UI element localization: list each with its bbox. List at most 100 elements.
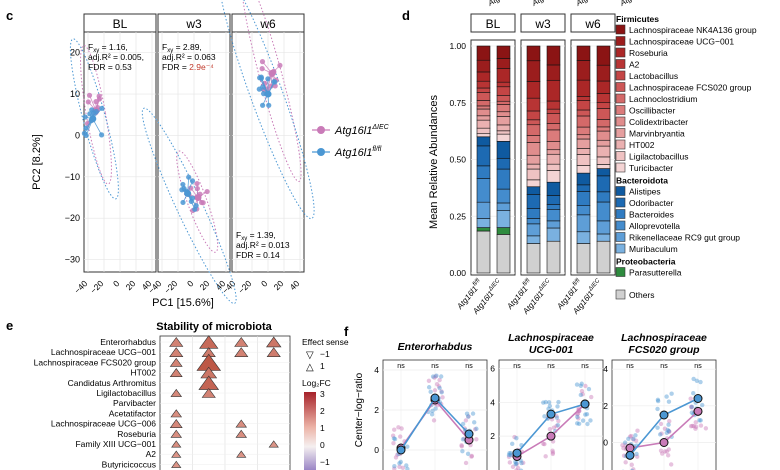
sample-point [688, 396, 693, 401]
stacked-bar-segment [546, 163, 561, 171]
sample-point [271, 79, 277, 85]
sample-point [463, 460, 469, 466]
stacked-bar-segment [476, 201, 491, 219]
significance-label: ns [547, 363, 555, 370]
stat-f-text: Fxy = 2.89, [162, 42, 202, 54]
stacked-bar-segment [526, 168, 541, 181]
stacked-bar-segment [576, 148, 591, 155]
mean-point [693, 406, 703, 416]
significance-label: ns [513, 363, 521, 370]
panel-c-ylabel: PC2 [8.2%] [31, 134, 43, 190]
sample-point [627, 434, 633, 439]
sample-point [631, 437, 636, 442]
row-label: Lachnospiraceae FCS020 group [34, 357, 157, 367]
legend-swatch [615, 220, 626, 231]
sample-point [584, 412, 590, 417]
sample-point [99, 105, 105, 111]
effect-legend-value: −1 [320, 349, 330, 359]
sample-point [519, 460, 524, 466]
stat-r2-text: adj.R² = 0.013 [236, 240, 290, 250]
sample-point [693, 424, 699, 429]
legend-group-title: Bacteroidota [616, 176, 668, 186]
stacked-bar-segment [526, 81, 541, 99]
sample-point [392, 436, 398, 442]
x-tick-label: −20 [88, 278, 105, 295]
legend-item-label: A2 [629, 60, 640, 70]
x-tick-label: 0 [259, 278, 270, 289]
stacked-bar-segment [546, 153, 561, 165]
sample-point [397, 464, 402, 469]
stacked-bar-segment [496, 130, 511, 135]
mean-point [625, 450, 635, 460]
sample-point [665, 453, 671, 458]
sample-point [85, 99, 91, 105]
stacked-bar-segment [596, 233, 611, 242]
stacked-bar-segment [476, 92, 491, 101]
sample-point [430, 408, 435, 414]
facet-strip [570, 13, 616, 33]
mean-point [546, 409, 556, 419]
stacked-bar-segment [576, 154, 591, 166]
sample-point [392, 463, 397, 469]
stacked-bar-segment [496, 202, 511, 211]
mean-point [512, 448, 522, 458]
legend-item-label: HT002 [629, 140, 655, 150]
sample-point [186, 174, 192, 180]
stacked-bar-segment [596, 145, 611, 158]
sample-point [506, 452, 512, 458]
stacked-bar-segment [496, 124, 511, 132]
sample-point [506, 454, 512, 460]
confidence-ellipse [240, 0, 302, 182]
y-tick-label: 2 [374, 405, 379, 415]
stacked-bar-segment [476, 108, 491, 117]
stacked-bar-segment [576, 60, 591, 81]
sample-point [579, 388, 585, 394]
sample-point [514, 436, 519, 441]
y-tick-label: 4 [374, 365, 379, 375]
significance-label: ns [431, 363, 439, 370]
stacked-bar-segment [476, 145, 491, 167]
sample-point [690, 423, 695, 429]
stacked-bar-segment [496, 111, 511, 117]
x-tick-label: 20 [198, 278, 212, 292]
sample-point [660, 451, 665, 456]
stacked-bar-segment [596, 119, 611, 128]
sample-point [698, 418, 703, 423]
legend-swatch [615, 82, 626, 92]
panel-e-title: Stability of microbiota [156, 321, 272, 333]
sample-point [393, 455, 399, 460]
stacked-bar-segment [526, 235, 541, 244]
effect-triangle-marker [170, 429, 183, 438]
stacked-bar-segment [596, 80, 611, 94]
effect-legend-symbol: ▽ [306, 350, 314, 361]
sample-point [439, 390, 444, 395]
effect-triangle-marker [234, 336, 249, 347]
y-tick-label: 4 [490, 397, 495, 407]
sample-point [543, 454, 548, 459]
effect-legend-title: Effect sense [302, 337, 349, 347]
effect-triangle-marker [169, 419, 183, 428]
sample-point [189, 178, 196, 184]
mean-point [546, 431, 556, 441]
sample-point [472, 427, 478, 432]
row-label: Lachnospiraceae UCG−001 [51, 347, 156, 357]
stat-fdr-text: FDR = 0.14 [236, 250, 280, 260]
sample-point [392, 427, 397, 432]
sample-point [429, 412, 435, 417]
legend-item-label: Odoribacter [629, 198, 674, 208]
stacked-bar-segment [546, 220, 561, 229]
legend-item-label: Lachnospiraceae UCG−001 [629, 37, 734, 47]
stacked-bar-segment [576, 45, 591, 61]
stacked-bar-segment [496, 133, 511, 142]
sample-point [460, 449, 465, 454]
stacked-bar-segment [576, 205, 591, 216]
sample-point [541, 441, 546, 447]
clipped-axis-label: Atg [530, 0, 546, 8]
effect-triangle-marker [171, 460, 182, 468]
sample-point [508, 452, 513, 458]
stacked-bar-segment [496, 157, 511, 170]
sample-point [546, 400, 552, 405]
sample-point [513, 462, 518, 467]
effect-triangle-marker [266, 336, 282, 348]
stacked-bar-segment [526, 97, 541, 112]
